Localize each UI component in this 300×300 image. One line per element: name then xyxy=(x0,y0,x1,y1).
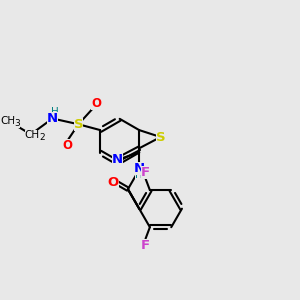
Text: N: N xyxy=(47,112,58,125)
Text: H: H xyxy=(135,170,143,180)
Text: O: O xyxy=(108,176,119,189)
Text: S: S xyxy=(156,130,165,143)
Text: H: H xyxy=(51,107,59,117)
Text: F: F xyxy=(141,166,150,179)
Text: CH: CH xyxy=(25,130,40,140)
Text: F: F xyxy=(141,238,150,252)
Text: N: N xyxy=(112,153,123,166)
Text: N: N xyxy=(134,162,145,175)
Text: O: O xyxy=(91,97,101,110)
Text: O: O xyxy=(63,139,73,152)
Text: S: S xyxy=(74,118,83,131)
Text: CH: CH xyxy=(0,116,15,126)
Text: 2: 2 xyxy=(39,133,45,142)
Text: 3: 3 xyxy=(14,119,20,128)
